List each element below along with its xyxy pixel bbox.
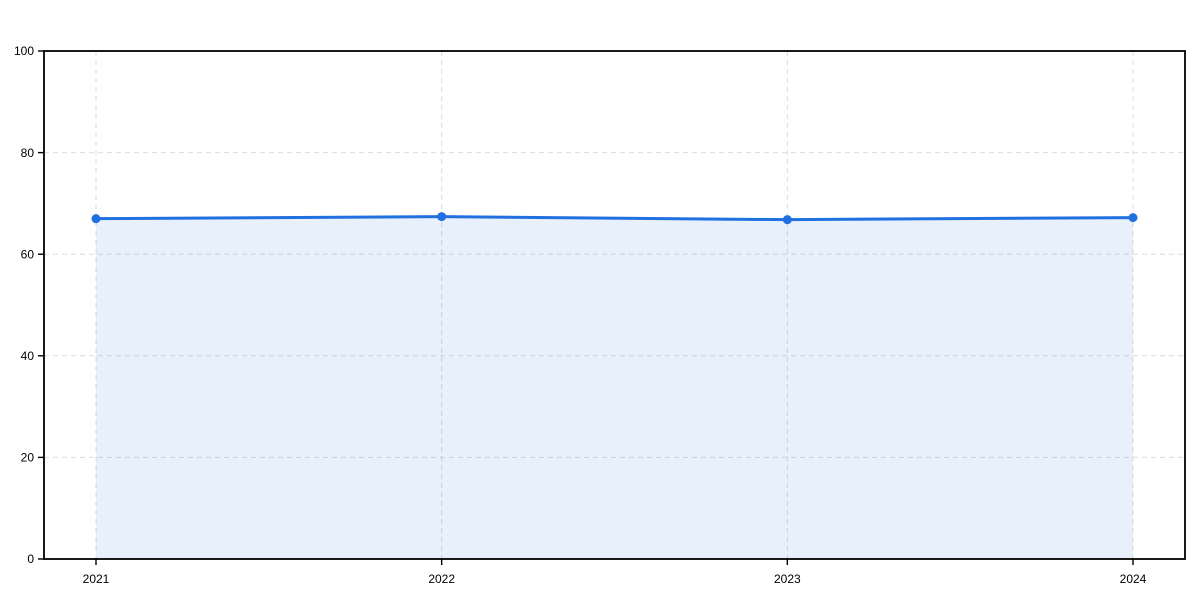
- axis-ticks: [38, 50, 1134, 565]
- y-tick-label: 40: [21, 349, 35, 363]
- data-point: [91, 214, 101, 224]
- data-point: [1128, 213, 1138, 223]
- data-point: [782, 215, 792, 225]
- y-tick-label: 100: [14, 44, 34, 58]
- y-tick-label: 80: [21, 146, 35, 160]
- y-tick-label: 20: [21, 451, 35, 465]
- area-fill: [96, 216, 1133, 559]
- plot-border: [43, 50, 1186, 560]
- x-tick-label: 2021: [83, 572, 110, 586]
- axis-tick-labels: 0 20 40 60 80 100 2021 2022 2023 2024: [14, 44, 1147, 586]
- trend-line: [94, 215, 1135, 222]
- x-tick-label: 2023: [774, 572, 801, 586]
- x-tick-label: 2022: [428, 572, 455, 586]
- data-point: [437, 212, 447, 222]
- x-tick-label: 2024: [1120, 572, 1147, 586]
- y-tick-label: 0: [27, 552, 34, 566]
- data-point-markers: [91, 212, 1138, 225]
- y-tick-label: 60: [21, 247, 35, 261]
